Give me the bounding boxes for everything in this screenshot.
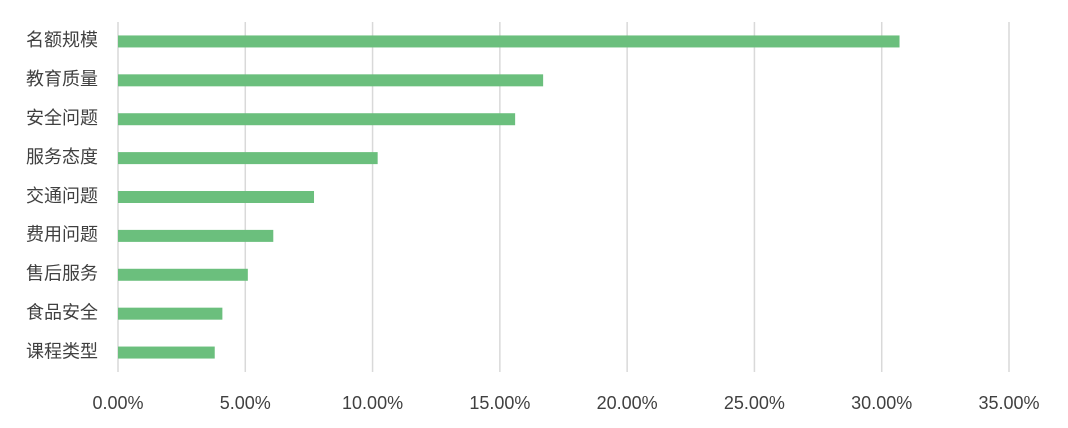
x-tick-label: 15.00% [469,393,530,413]
y-tick-label: 课程类型 [26,341,98,361]
y-tick-label: 安全问题 [26,108,98,128]
y-tick-label: 售后服务 [26,264,98,284]
bar [118,152,378,165]
y-tick-label: 服务态度 [26,147,98,167]
x-tick-label: 35.00% [978,393,1039,413]
y-tick-label: 食品安全 [26,302,98,322]
bar [118,35,900,48]
bar [118,191,315,203]
bar [118,346,215,359]
bar [118,229,274,242]
x-tick-label: 10.00% [342,393,403,413]
x-tick-label: 5.00% [220,393,271,413]
bar [118,268,248,281]
x-tick-label: 20.00% [597,393,658,413]
y-tick-label: 教育质量 [26,69,98,89]
x-tick-label: 0.00% [92,393,143,413]
bar [118,74,544,87]
y-tick-label: 名额规模 [26,30,98,50]
y-tick-label: 费用问题 [26,225,98,245]
x-tick-label: 25.00% [724,393,785,413]
x-tick-label: 30.00% [851,393,912,413]
bar [118,307,223,320]
y-tick-label: 交通问题 [26,186,98,206]
bar [118,113,516,126]
